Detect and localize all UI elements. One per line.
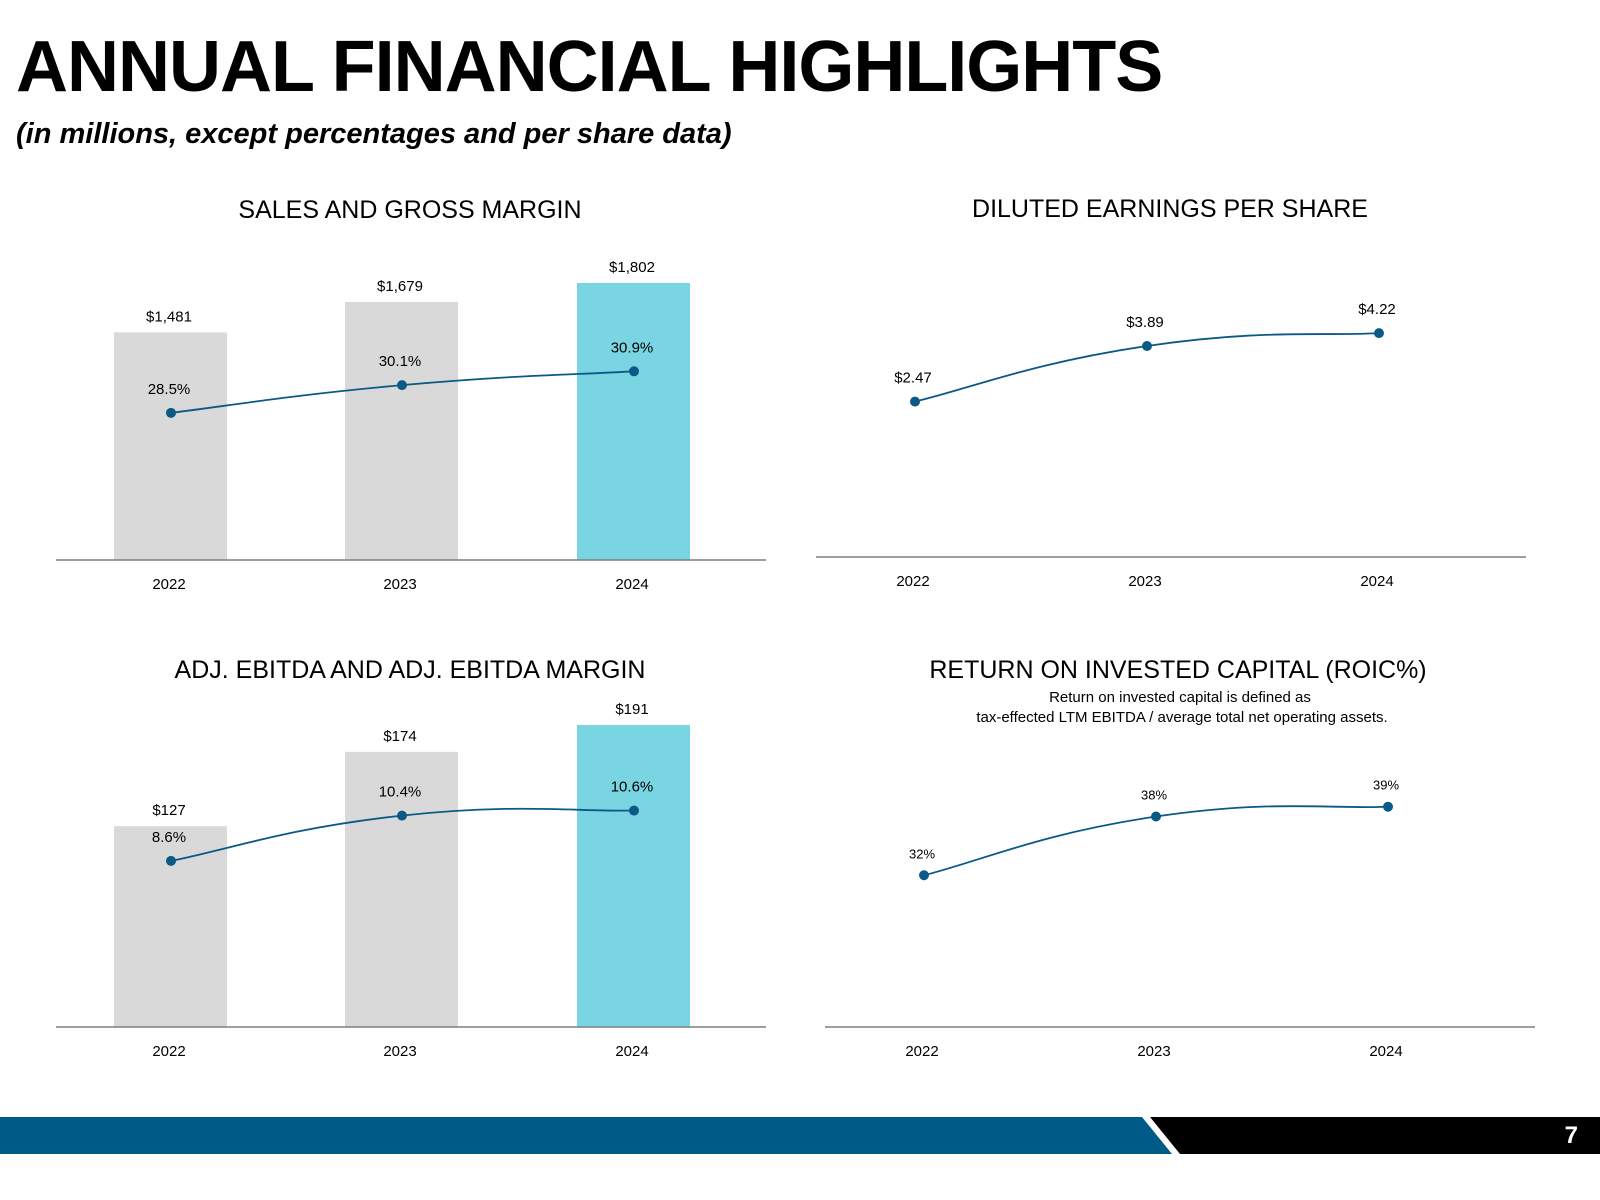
line-point-2022 bbox=[910, 396, 920, 407]
x-tick-label: 2023 bbox=[1137, 1043, 1170, 1060]
x-tick-label: 2023 bbox=[383, 1043, 416, 1060]
line-point-2023 bbox=[397, 380, 407, 391]
line-value-label: $3.89 bbox=[1126, 314, 1164, 331]
x-tick-label: 2022 bbox=[152, 1043, 185, 1060]
roic-note-line-2: tax-effected LTM EBITDA / average total … bbox=[976, 709, 1387, 726]
line-point-2023 bbox=[1151, 811, 1161, 822]
line-point-2022 bbox=[919, 870, 929, 881]
bar-2022 bbox=[114, 332, 227, 560]
chart-adj-ebitda: ADJ. EBITDA AND ADJ. EBITDA MARGIN $127 $… bbox=[56, 656, 766, 1060]
line-value-label: 28.5% bbox=[148, 381, 191, 398]
x-tick-label: 2023 bbox=[1128, 573, 1161, 590]
footer-black-band bbox=[1148, 1117, 1600, 1154]
line-point-2024 bbox=[629, 366, 639, 377]
x-tick-label: 2022 bbox=[905, 1043, 938, 1060]
bar-2024 bbox=[577, 725, 690, 1027]
chart-title: DILUTED EARNINGS PER SHARE bbox=[972, 195, 1368, 223]
footer-divider-stripe bbox=[1142, 1117, 1180, 1154]
line-value-label: $2.47 bbox=[894, 370, 932, 387]
bar-value-label: $127 bbox=[152, 802, 185, 819]
bar-2023 bbox=[345, 751, 458, 1027]
x-tick-label: 2024 bbox=[1360, 573, 1393, 590]
line-point-2023 bbox=[1142, 341, 1152, 352]
line-point-2024 bbox=[1383, 801, 1393, 812]
x-tick-label: 2024 bbox=[615, 576, 648, 593]
x-tick-label: 2022 bbox=[152, 576, 185, 593]
chart-title: ADJ. EBITDA AND ADJ. EBITDA MARGIN bbox=[175, 656, 646, 684]
line-value-label: 32% bbox=[909, 846, 935, 861]
x-tick-label: 2023 bbox=[383, 576, 416, 593]
bar-2023 bbox=[345, 301, 458, 560]
bar-value-label: $1,679 bbox=[377, 278, 423, 295]
line-value-label: 38% bbox=[1141, 788, 1167, 803]
line-point-2024 bbox=[629, 805, 639, 816]
line-value-label: 10.4% bbox=[379, 784, 422, 801]
bar-value-label: $1,481 bbox=[146, 308, 192, 325]
roic-note-line-1: Return on invested capital is defined as bbox=[1049, 689, 1311, 706]
line-point-2023 bbox=[397, 810, 407, 821]
footer-blue-band bbox=[0, 1117, 1175, 1154]
page-subtitle: (in millions, except percentages and per… bbox=[16, 118, 732, 150]
chart-title: SALES AND GROSS MARGIN bbox=[238, 196, 581, 224]
chart-sales-gross-margin: SALES AND GROSS MARGIN $1,481 $1,679 $1,80… bbox=[56, 196, 766, 593]
bar-value-label: $191 bbox=[615, 701, 648, 718]
line-value-label: 30.1% bbox=[379, 353, 422, 370]
page-title: ANNUAL FINANCIAL HIGHLIGHTS bbox=[16, 27, 1163, 107]
chart-title: RETURN ON INVESTED CAPITAL (ROIC%) bbox=[929, 656, 1426, 684]
x-tick-label: 2024 bbox=[1369, 1043, 1402, 1060]
footer-bar bbox=[0, 1117, 1600, 1154]
chart-roic: RETURN ON INVESTED CAPITAL (ROIC%) Retur… bbox=[825, 656, 1535, 1060]
line-value-label: 39% bbox=[1373, 778, 1399, 793]
bar-value-label: $1,802 bbox=[609, 259, 655, 276]
line-value-label: 10.6% bbox=[611, 779, 654, 796]
line-point-2022 bbox=[166, 855, 176, 866]
line-point-2024 bbox=[1374, 328, 1384, 339]
bar-2024 bbox=[577, 283, 690, 560]
chart-diluted-eps: DILUTED EARNINGS PER SHARE $2.47 $3.89 $4.… bbox=[816, 195, 1526, 590]
line-value-label: 8.6% bbox=[152, 829, 186, 846]
line-value-label: 30.9% bbox=[611, 339, 654, 356]
x-tick-label: 2022 bbox=[896, 573, 929, 590]
x-tick-label: 2024 bbox=[615, 1043, 648, 1060]
line-value-label: $4.22 bbox=[1358, 301, 1396, 318]
line-point-2022 bbox=[166, 407, 176, 418]
page-number: 7 bbox=[1564, 1122, 1578, 1149]
bar-value-label: $174 bbox=[383, 728, 416, 745]
